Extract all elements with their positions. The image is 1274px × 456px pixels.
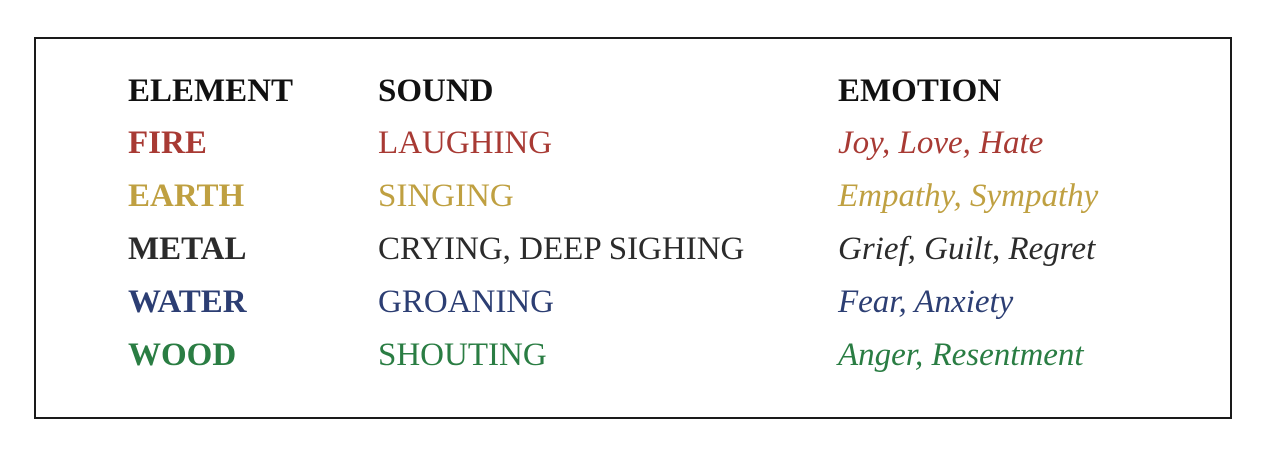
element-cell: WATER xyxy=(128,284,247,320)
table-row: EARTH SINGING Empathy, Sympathy xyxy=(36,176,1230,216)
table-row: FIRE LAUGHING Joy, Love, Hate xyxy=(36,123,1230,163)
sound-cell: CRYING, DEEP SIGHING xyxy=(378,231,745,267)
element-cell: FIRE xyxy=(128,125,207,161)
table-row: METAL CRYING, DEEP SIGHING Grief, Guilt,… xyxy=(36,229,1230,269)
table-frame: ELEMENT SOUND EMOTION FIRE LAUGHING Joy,… xyxy=(34,37,1232,419)
header-sound: SOUND xyxy=(378,73,494,109)
table-row: WATER GROANING Fear, Anxiety xyxy=(36,282,1230,322)
element-cell: METAL xyxy=(128,231,247,267)
element-cell: WOOD xyxy=(128,337,237,373)
table-header-row: ELEMENT SOUND EMOTION xyxy=(36,71,1230,111)
emotion-cell: Fear, Anxiety xyxy=(838,284,1014,320)
sound-cell: LAUGHING xyxy=(378,125,553,161)
emotion-cell: Joy, Love, Hate xyxy=(838,125,1044,161)
element-cell: EARTH xyxy=(128,178,245,214)
emotion-cell: Anger, Resentment xyxy=(838,337,1084,373)
header-emotion: EMOTION xyxy=(838,73,1002,109)
header-element: ELEMENT xyxy=(128,73,294,109)
sound-cell: SINGING xyxy=(378,178,514,214)
sound-cell: GROANING xyxy=(378,284,554,320)
emotion-cell: Empathy, Sympathy xyxy=(838,178,1099,214)
sound-cell: SHOUTING xyxy=(378,337,547,373)
table-row: WOOD SHOUTING Anger, Resentment xyxy=(36,335,1230,375)
emotion-cell: Grief, Guilt, Regret xyxy=(838,231,1096,267)
